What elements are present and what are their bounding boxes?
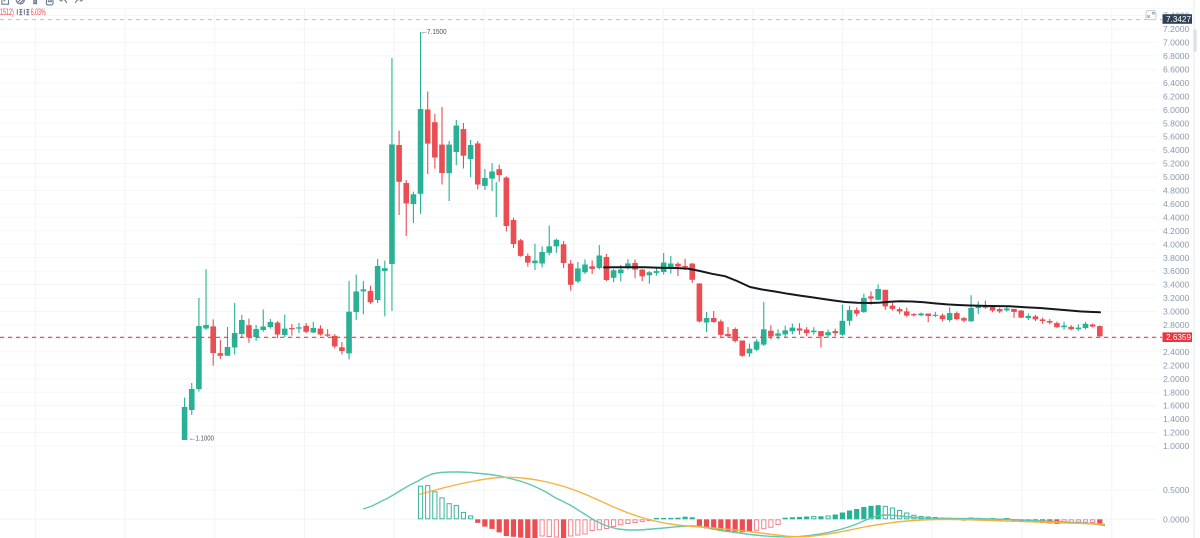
svg-text:3.2000: 3.2000 xyxy=(1163,293,1190,303)
svg-text:1512): 1512) xyxy=(0,7,14,17)
svg-text:2.8000: 2.8000 xyxy=(1163,320,1190,330)
svg-text:2.6359: 2.6359 xyxy=(1166,333,1191,342)
svg-text:6.6000: 6.6000 xyxy=(1163,65,1190,75)
svg-text:1.1000: 1.1000 xyxy=(196,434,215,443)
svg-text:1.4000: 1.4000 xyxy=(1163,414,1190,424)
svg-text:6.2000: 6.2000 xyxy=(1163,91,1190,101)
svg-text:0.0000: 0.0000 xyxy=(1163,514,1190,524)
svg-text:6.03%: 6.03% xyxy=(31,7,46,17)
svg-text:6.8000: 6.8000 xyxy=(1163,51,1190,61)
svg-text:4.6000: 4.6000 xyxy=(1163,199,1190,209)
svg-text:2.4000: 2.4000 xyxy=(1163,347,1190,357)
svg-text:1.2000: 1.2000 xyxy=(1163,428,1190,438)
svg-text:3.0000: 3.0000 xyxy=(1163,307,1190,317)
svg-text:←: ← xyxy=(421,27,429,36)
svg-text:6.4000: 6.4000 xyxy=(1163,78,1190,88)
svg-text:7.3427: 7.3427 xyxy=(1166,15,1191,24)
svg-text:←: ← xyxy=(189,434,197,443)
svg-text:4.2000: 4.2000 xyxy=(1163,226,1190,236)
svg-text:3.8000: 3.8000 xyxy=(1163,253,1190,263)
svg-text:5.6000: 5.6000 xyxy=(1163,132,1190,142)
svg-text:1.0000: 1.0000 xyxy=(1163,441,1190,451)
svg-text:5.0000: 5.0000 xyxy=(1163,172,1190,182)
svg-text:2.2000: 2.2000 xyxy=(1163,360,1190,370)
svg-text:7.1500: 7.1500 xyxy=(427,27,447,36)
svg-text:7.2000: 7.2000 xyxy=(1163,24,1190,34)
svg-text:0.5000: 0.5000 xyxy=(1163,485,1190,495)
svg-text:5.8000: 5.8000 xyxy=(1163,118,1190,128)
svg-text:4.0000: 4.0000 xyxy=(1163,239,1190,249)
svg-text:2.0000: 2.0000 xyxy=(1163,374,1190,384)
svg-text:3.6000: 3.6000 xyxy=(1163,266,1190,276)
svg-text:5.2000: 5.2000 xyxy=(1163,159,1190,169)
svg-text:1.6000: 1.6000 xyxy=(1163,401,1190,411)
svg-text:1.8000: 1.8000 xyxy=(1163,387,1190,397)
svg-text:3.4000: 3.4000 xyxy=(1163,280,1190,290)
svg-text:4.8000: 4.8000 xyxy=(1163,186,1190,196)
svg-text:7.0000: 7.0000 xyxy=(1163,38,1190,48)
svg-text:4.4000: 4.4000 xyxy=(1163,212,1190,222)
svg-text:5.4000: 5.4000 xyxy=(1163,145,1190,155)
svg-text:6.0000: 6.0000 xyxy=(1163,105,1190,115)
